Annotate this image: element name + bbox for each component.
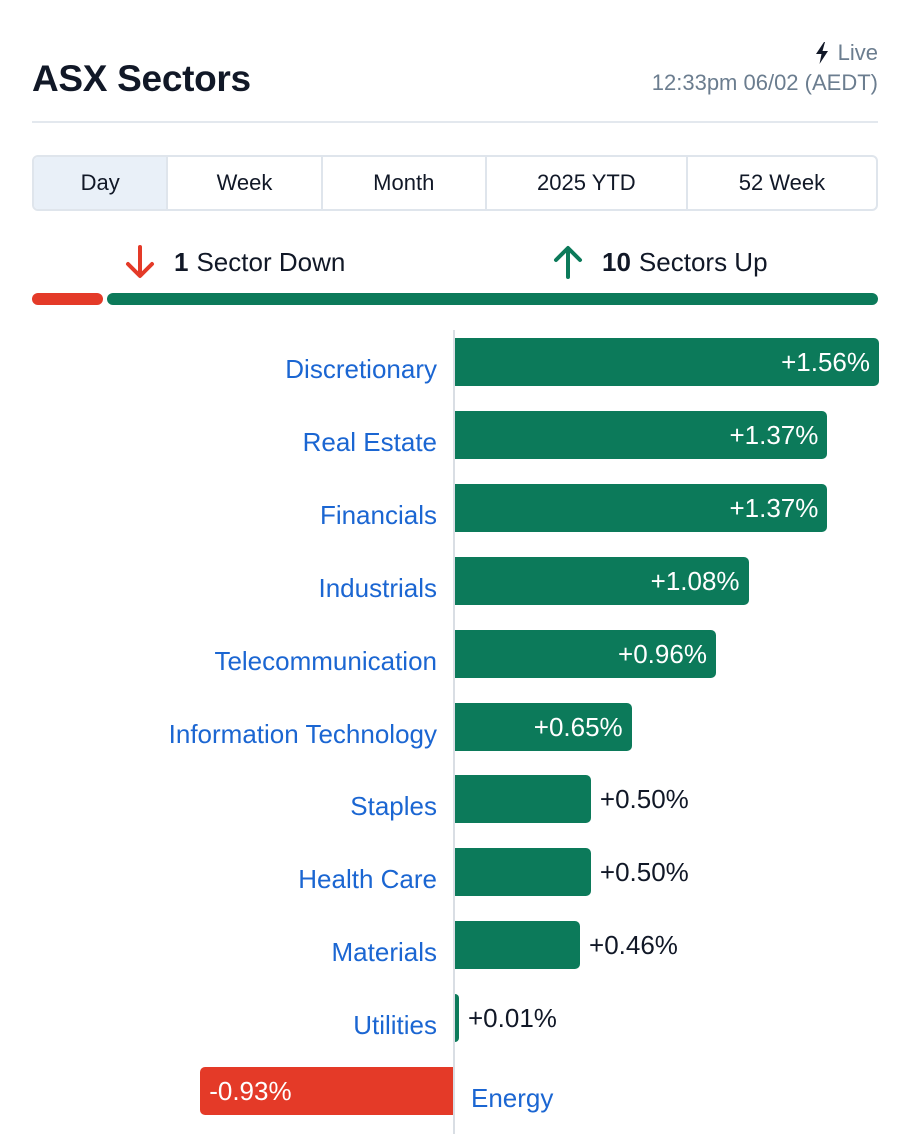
- value-label: +0.65%: [533, 711, 623, 742]
- live-label: Live: [837, 40, 878, 65]
- sector-bar-chart: Discretionary +1.56% Real Estate +1.37% Fina…: [0, 330, 904, 1134]
- bar-discretionary[interactable]: [455, 338, 879, 386]
- value-label: +0.01%: [468, 1003, 557, 1034]
- zero-axis: [453, 330, 455, 1134]
- breadth-bar-down: [32, 293, 103, 305]
- sector-label[interactable]: Energy: [471, 1083, 554, 1113]
- sectors-up-count: 10: [602, 246, 631, 277]
- bar-financials[interactable]: [455, 483, 828, 532]
- bar-utilities[interactable]: [455, 994, 459, 1043]
- sectors-down-label: Sector Down: [196, 246, 346, 277]
- arrow-down-icon: [126, 245, 154, 278]
- sector-label[interactable]: Discretionary: [285, 354, 437, 384]
- timestamp: 12:33pm 06/02 (AEDT): [651, 70, 878, 95]
- sector-label[interactable]: Industrials: [318, 572, 438, 603]
- value-label: +0.50%: [599, 857, 689, 888]
- sector-label[interactable]: Financials: [319, 499, 437, 530]
- sectors-up-label: Sectors Up: [638, 246, 768, 277]
- value-label: +1.08%: [650, 565, 740, 596]
- page-title: ASX Sectors: [32, 58, 251, 99]
- sectors-up-summary: 10 Sectors Up: [552, 240, 768, 284]
- bar-health-care[interactable]: [455, 848, 591, 897]
- tab-week[interactable]: Week: [168, 157, 323, 209]
- value-label: +1.37%: [729, 492, 819, 523]
- value-label: -0.93%: [209, 1076, 292, 1106]
- lightning-icon: [815, 42, 828, 64]
- breadth-bar-up: [107, 293, 878, 305]
- sector-label[interactable]: Real Estate: [302, 426, 437, 457]
- sector-label[interactable]: Staples: [350, 791, 437, 822]
- sectors-down-count: 1: [174, 246, 189, 277]
- value-label: +1.56%: [781, 347, 870, 377]
- bar-energy[interactable]: [200, 1067, 453, 1115]
- live-indicator: Live: [814, 40, 878, 66]
- sector-label[interactable]: Telecommunication: [214, 645, 437, 676]
- tab-day[interactable]: Day: [34, 157, 169, 209]
- sector-label[interactable]: Information Technology: [168, 718, 437, 749]
- header-divider: [32, 121, 878, 123]
- arrow-up-icon: [554, 246, 582, 279]
- value-label: +0.46%: [589, 930, 678, 961]
- period-tabs: Day Week Month 2025 YTD 52 Week: [32, 155, 878, 211]
- breadth-bar: [32, 293, 878, 305]
- sector-label[interactable]: Materials: [331, 937, 437, 968]
- value-label: +0.50%: [599, 784, 689, 815]
- value-label: +0.96%: [618, 638, 707, 669]
- bar-materials[interactable]: [455, 921, 581, 970]
- value-label: +1.37%: [729, 419, 819, 450]
- sector-label[interactable]: Utilities: [353, 1010, 437, 1041]
- bar-information-technology[interactable]: [455, 702, 632, 751]
- bar-real-estate[interactable]: [455, 410, 828, 459]
- bar-staples[interactable]: [455, 775, 591, 824]
- bar-telecommunication[interactable]: [455, 629, 716, 678]
- sector-label[interactable]: Health Care: [298, 864, 437, 895]
- tab-2025-ytd[interactable]: 2025 YTD: [487, 157, 688, 209]
- tab-month[interactable]: Month: [323, 157, 487, 209]
- bar-industrials[interactable]: [455, 556, 749, 605]
- sectors-down-summary: 1 Sector Down: [124, 240, 345, 284]
- tab-52-week[interactable]: 52 Week: [738, 170, 826, 195]
